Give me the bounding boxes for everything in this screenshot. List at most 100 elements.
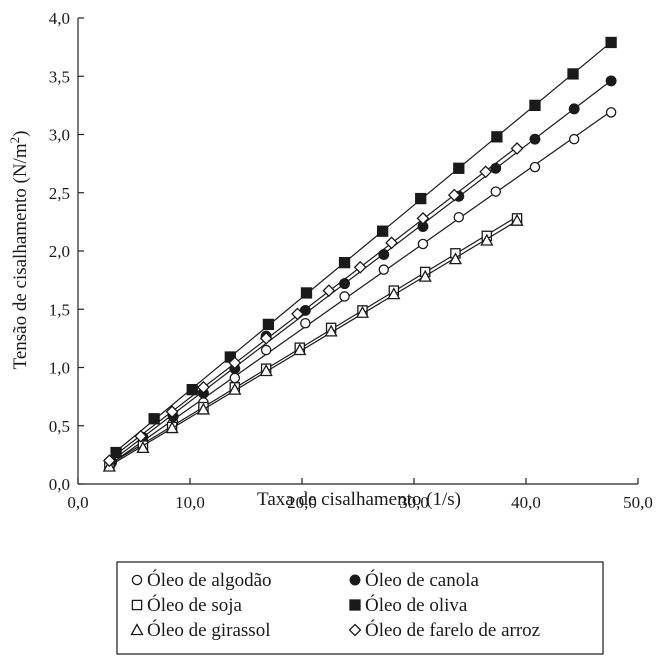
data-point	[259, 331, 273, 345]
data-point	[453, 162, 465, 174]
y-tick-label: 3,5	[49, 67, 70, 86]
data-point	[529, 99, 541, 112]
data-point	[385, 236, 399, 250]
series-layer	[102, 36, 617, 472]
data-point	[568, 103, 580, 115]
legend-item: Óleo de soja	[131, 594, 243, 616]
trend-line	[108, 146, 518, 460]
legend-item: Óleo de farelo de arroz	[348, 619, 540, 641]
data-point	[197, 380, 210, 394]
data-point	[355, 305, 370, 318]
legend-marker	[131, 574, 143, 586]
data-point	[605, 75, 617, 87]
trend-line	[111, 110, 612, 464]
data-point	[605, 107, 617, 118]
trend-line	[109, 220, 518, 467]
legend-label: Óleo de farelo de arroz	[365, 619, 540, 641]
legend-item: Óleo de algodão	[131, 569, 272, 591]
data-point	[300, 317, 311, 329]
trend-line	[115, 41, 612, 452]
y-tick-label: 2,5	[49, 184, 70, 203]
data-point	[229, 372, 241, 384]
data-point	[293, 343, 307, 356]
legend-label: Óleo de soja	[147, 594, 243, 616]
y-tick-label: 3,0	[49, 126, 70, 145]
data-point	[110, 446, 122, 459]
y-tick-label: 4,0	[49, 9, 70, 28]
data-point	[165, 405, 179, 419]
legend-label: Óleo de girassol	[147, 619, 270, 641]
data-point	[186, 383, 198, 396]
legend-label: Óleo de oliva	[365, 594, 468, 616]
data-point	[480, 233, 494, 246]
data-point	[228, 356, 242, 370]
legend-item: Óleo de canola	[349, 569, 480, 591]
data-point	[339, 291, 350, 302]
x-tick-label: 0,0	[67, 493, 88, 512]
x-axis-title: Taxa de cisalhamento (1/s)	[257, 489, 461, 510]
data-point	[491, 131, 503, 143]
legend-item: Óleo de girassol	[130, 619, 270, 641]
data-point	[196, 402, 211, 415]
legend-marker	[130, 623, 144, 636]
series-0	[106, 107, 617, 469]
series-3	[110, 36, 617, 459]
data-point	[448, 252, 463, 265]
y-axis-title: Tensão de cisalhamento (N/m2)	[7, 131, 32, 370]
data-point	[453, 211, 465, 223]
data-point	[324, 324, 338, 337]
data-point	[416, 211, 430, 225]
y-tick-label: 1,0	[49, 359, 70, 378]
data-point	[134, 429, 148, 443]
data-point	[605, 36, 617, 49]
data-point	[529, 133, 541, 145]
data-point	[291, 307, 304, 321]
y-tick-label: 0,0	[49, 475, 70, 494]
data-point	[322, 284, 336, 298]
data-point	[102, 454, 116, 468]
data-point	[387, 287, 401, 300]
data-point	[529, 161, 541, 173]
data-point	[568, 133, 580, 145]
legend-marker	[348, 623, 362, 637]
y-tick-label: 0,5	[49, 417, 70, 436]
data-point	[339, 278, 351, 290]
data-point	[376, 225, 389, 237]
series-5	[102, 142, 524, 468]
x-tick-label: 40,0	[511, 493, 541, 512]
data-point	[378, 264, 390, 275]
data-point	[490, 186, 502, 197]
data-point	[479, 165, 493, 179]
data-point	[353, 260, 367, 274]
data-point	[417, 238, 429, 250]
legend-marker	[349, 574, 361, 586]
legend-marker	[131, 599, 143, 611]
data-point	[490, 162, 502, 174]
axes: 0,0 0,5 1,0 1,5 2,0 2,5 3,0 3,5 4,0 0,0 10,0 20,0 30…	[49, 9, 653, 512]
x-tick-label: 20,0	[287, 493, 317, 512]
data-point	[259, 364, 273, 377]
data-point	[447, 188, 461, 202]
data-point	[415, 192, 427, 205]
y-tick-label: 1,5	[49, 300, 70, 319]
legend-item: Óleo de oliva	[349, 594, 468, 616]
data-point	[510, 213, 524, 226]
legend-label: Óleo de canola	[365, 569, 480, 591]
data-point	[262, 318, 275, 331]
x-tick-label: 30,0	[399, 493, 429, 512]
legend: Óleo de algodão Óleo de canola Óleo de soj…	[116, 561, 604, 655]
y-tick-label: 2,0	[49, 242, 70, 261]
data-point	[510, 142, 524, 155]
data-point	[136, 441, 150, 454]
x-tick-label: 10,0	[175, 493, 205, 512]
data-point	[260, 344, 272, 356]
data-point	[338, 256, 351, 269]
data-point	[228, 382, 242, 395]
data-point	[567, 68, 579, 80]
data-point	[148, 413, 160, 425]
legend-marker	[349, 599, 361, 611]
data-point	[418, 269, 432, 282]
data-point	[165, 421, 179, 434]
